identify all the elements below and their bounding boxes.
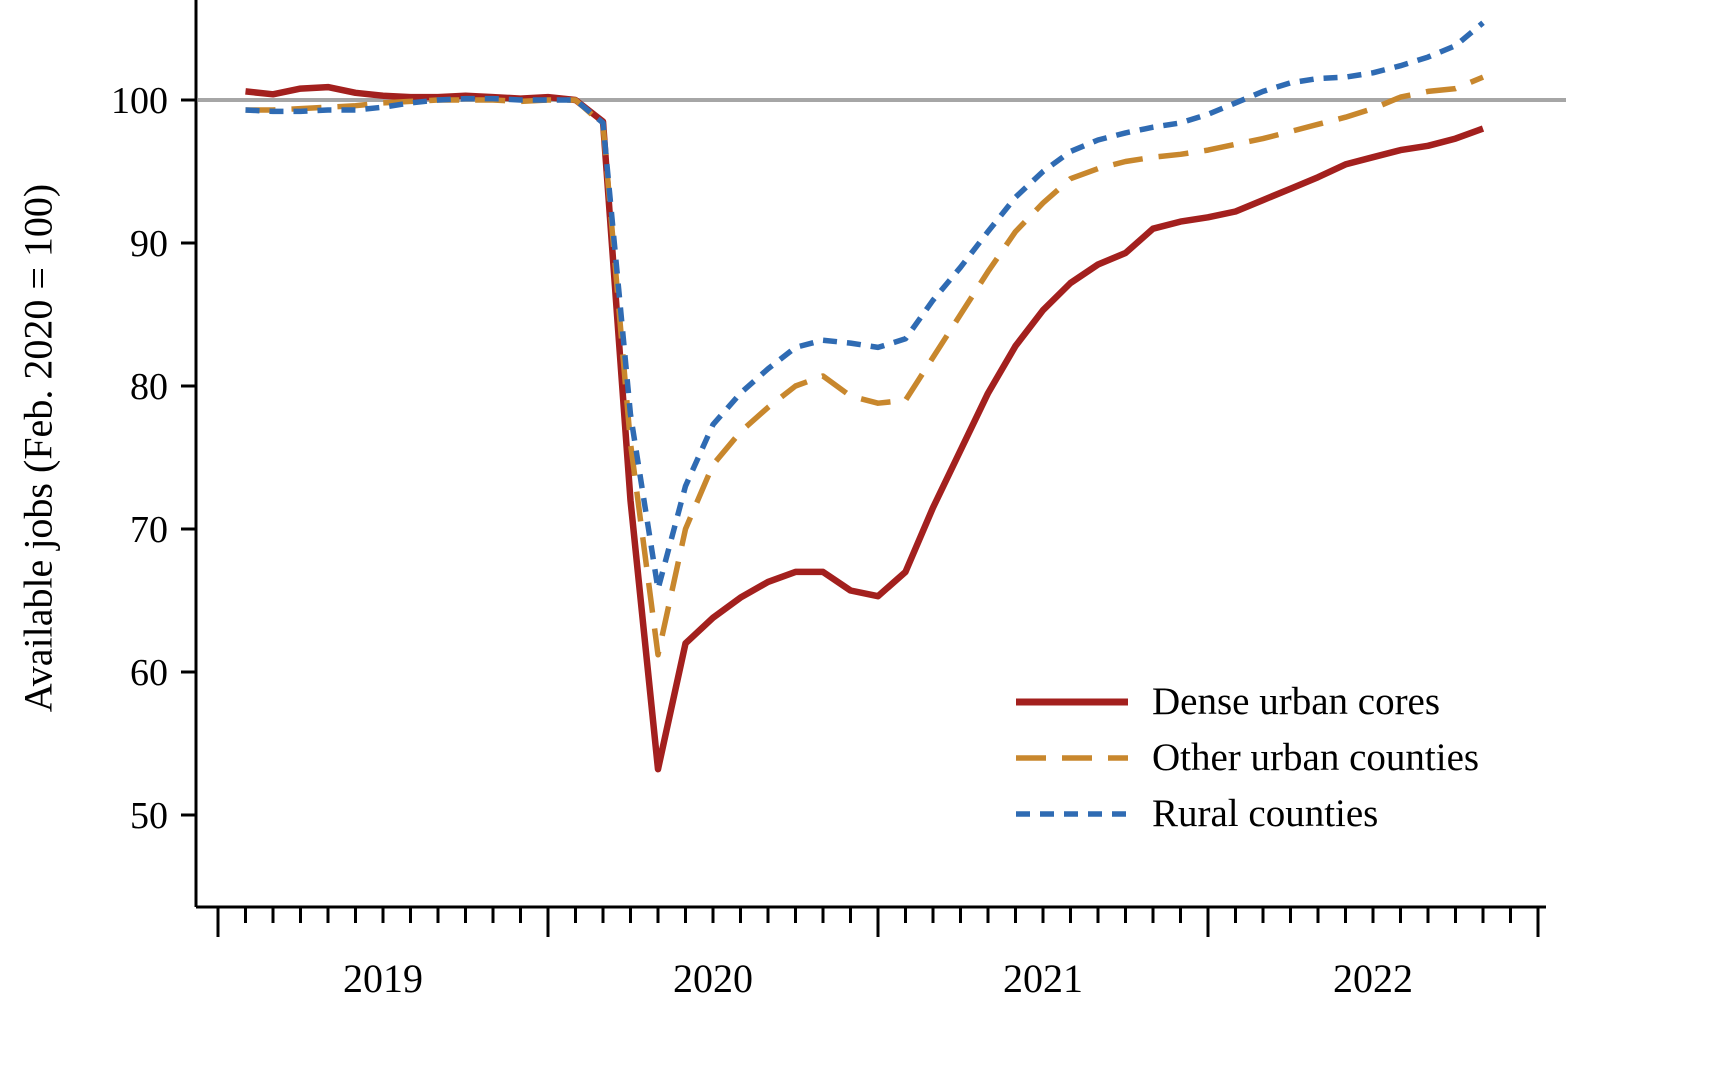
- legend-label: Rural counties: [1152, 792, 1379, 835]
- legend-line-sample-short-dash: [1016, 810, 1128, 817]
- legend-line-sample-long-dash: [1016, 754, 1128, 761]
- series-line-dense-urban-cores: [245, 83, 1485, 773]
- legend-label: Other urban counties: [1152, 736, 1480, 779]
- y-tick-label: 70: [130, 509, 168, 551]
- legend-item-other-urban-counties: Other urban counties: [1016, 736, 1479, 779]
- legend-item-rural-counties: Rural counties: [1016, 792, 1479, 835]
- x-year-label: 2022: [1333, 956, 1413, 1001]
- y-tick-label: 100: [111, 80, 168, 122]
- y-tick-label: 80: [130, 366, 168, 408]
- x-year-label: 2020: [673, 956, 753, 1001]
- x-year-label: 2021: [1003, 956, 1083, 1001]
- legend-item-dense-urban-cores: Dense urban cores: [1016, 680, 1479, 723]
- series-line-rural-counties: [245, 20, 1485, 592]
- legend-line-sample-solid: [1016, 698, 1128, 705]
- y-tick-label: 90: [130, 223, 168, 265]
- chart-legend: Dense urban cores Other urban counties R…: [1016, 680, 1479, 835]
- y-tick-label: 50: [130, 795, 168, 837]
- legend-label: Dense urban cores: [1152, 680, 1441, 723]
- x-year-label: 2019: [343, 956, 423, 1001]
- y-axis-title: Available jobs (Feb. 2020 = 100): [15, 183, 61, 713]
- y-tick-label: 60: [130, 652, 168, 694]
- series-line-other-urban-counties: [245, 74, 1485, 658]
